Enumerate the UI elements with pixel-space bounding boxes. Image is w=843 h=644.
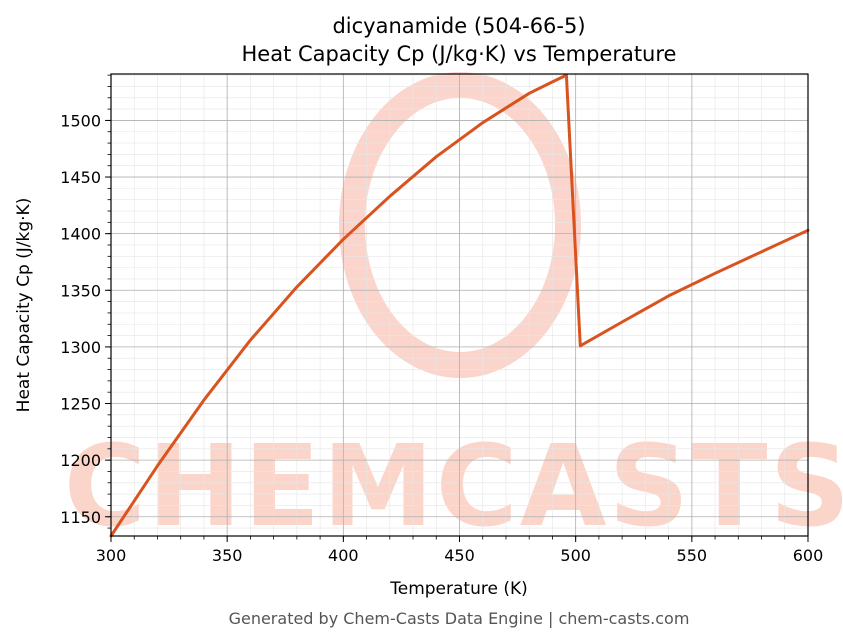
watermark: CHEMCASTS xyxy=(64,72,843,552)
y-tick-label: 1350 xyxy=(60,281,101,300)
x-tick-labels: 300 350 400 450 500 550 600 xyxy=(96,546,824,565)
watermark-text: CHEMCASTS xyxy=(64,422,843,552)
y-axis-label: Heat Capacity Cp (J/kg·K) xyxy=(14,198,34,413)
major-grid xyxy=(110,74,809,536)
x-tick-label: 300 xyxy=(96,546,127,565)
chart-subtitle: Heat Capacity Cp (J/kg·K) vs Temperature xyxy=(242,42,677,66)
y-tick-label: 1150 xyxy=(60,508,101,527)
series-line-0 xyxy=(109,73,810,538)
series-layer xyxy=(109,73,810,538)
x-tick-label: 550 xyxy=(677,546,708,565)
x-tick-label: 600 xyxy=(793,546,824,565)
footer-credit: Generated by Chem-Casts Data Engine | ch… xyxy=(229,609,690,628)
x-tick-label: 500 xyxy=(560,546,591,565)
ticks-layer xyxy=(105,74,809,542)
y-tick-label: 1300 xyxy=(60,338,101,357)
y-tick-labels: 1150 1200 1250 1300 1350 1400 1450 1500 xyxy=(60,111,101,526)
x-tick-label: 350 xyxy=(212,546,243,565)
chart-title: dicyanamide (504-66-5) xyxy=(332,14,585,38)
y-tick-label: 1250 xyxy=(60,395,101,414)
y-tick-label: 1500 xyxy=(60,111,101,130)
watermark-logo-ring xyxy=(339,72,581,378)
y-tick-label: 1200 xyxy=(60,451,101,470)
y-tick-label: 1450 xyxy=(60,168,101,187)
x-axis-label: Temperature (K) xyxy=(389,579,528,599)
y-tick-label: 1400 xyxy=(60,225,101,244)
x-tick-label: 450 xyxy=(444,546,475,565)
x-tick-label: 400 xyxy=(328,546,359,565)
